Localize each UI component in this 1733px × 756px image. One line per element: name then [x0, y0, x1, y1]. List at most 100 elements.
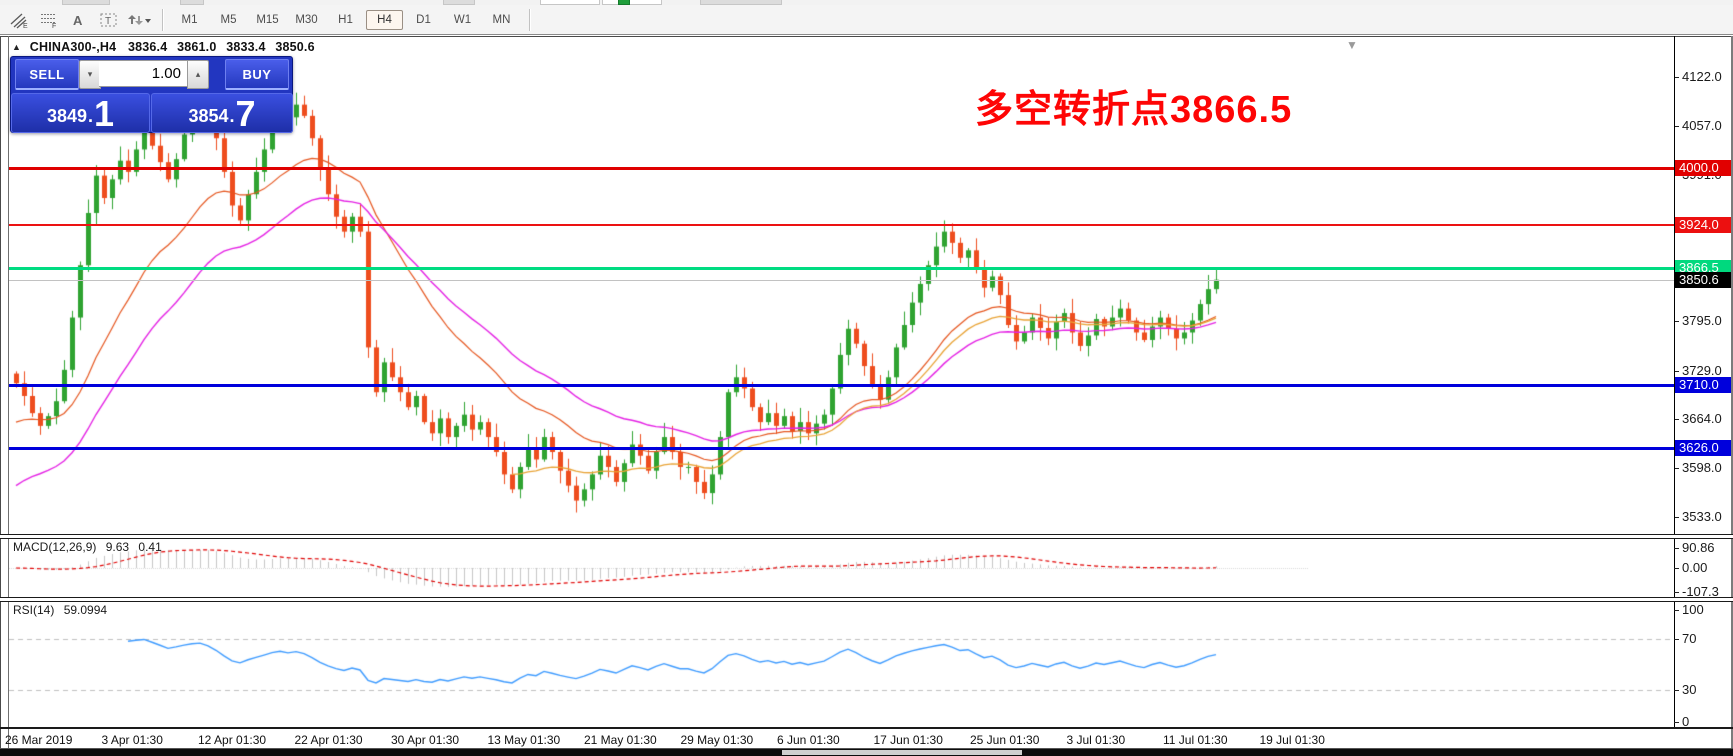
time-axis-label: 11 Jul 01:30 — [1163, 733, 1228, 747]
time-axis-label: 29 May 01:30 — [680, 733, 754, 747]
timeframe-button-h4[interactable]: H4 — [366, 9, 403, 30]
svg-text:A: A — [73, 13, 83, 28]
timeframe-button-w1[interactable]: W1 — [453, 13, 472, 26]
price-tick-label: 3533.0 — [1682, 509, 1722, 524]
rsi-tick-mark — [1674, 610, 1679, 611]
price-tick-mark — [1674, 468, 1679, 470]
symbol-name: CHINA300-,H4 — [29, 40, 117, 54]
rsi-name: RSI(14) — [13, 603, 55, 617]
time-axis-label: 17 Jun 01:30 — [873, 733, 943, 747]
svg-text:T: T — [105, 16, 111, 27]
toolbar-separator — [162, 8, 164, 31]
price-level-badge: 4000.0 — [1675, 160, 1731, 177]
scroll-to-end-icon[interactable]: ▼ — [1346, 38, 1358, 52]
buy-price-main: 3854 — [188, 106, 229, 126]
equidistant-channel-icon[interactable]: E — [5, 8, 33, 32]
macd-indicator-canvas[interactable] — [9, 538, 1674, 597]
level-line-3924 — [9, 223, 1674, 226]
time-axis-label: 26 Mar 2019 — [5, 733, 73, 747]
macd-tick-mark — [1674, 568, 1679, 569]
time-axis-label: 25 Jun 01:30 — [970, 733, 1040, 747]
macd-name: MACD(12,26,9) — [13, 540, 97, 554]
svg-text:E: E — [23, 23, 28, 29]
macd-main-value: 9.63 — [105, 540, 130, 554]
sell-price-main: 3849 — [46, 106, 87, 126]
price-tick-label: 3795.0 — [1682, 313, 1722, 329]
timeframe-button-m30[interactable]: M30 — [295, 13, 318, 26]
text-label-icon[interactable]: A — [65, 8, 93, 32]
sell-price-box[interactable]: 3849. 1 — [11, 93, 150, 133]
macd-tick-mark — [1674, 591, 1679, 593]
price-tick-mark — [1674, 419, 1679, 421]
rsi-scale-label: 0 — [1682, 714, 1690, 729]
time-axis-label: 6 Jun 01:30 — [777, 733, 840, 747]
time-axis-label: 22 Apr 01:30 — [294, 733, 363, 747]
price-tick-mark — [1674, 321, 1679, 323]
buy-price-dot: . — [229, 106, 235, 126]
timeframe-button-m5[interactable]: M5 — [220, 13, 237, 26]
time-axis-label: 21 May 01:30 — [584, 733, 657, 747]
bottom-edge-segment — [782, 750, 1022, 755]
toolbar-remnant-segment — [540, 0, 600, 5]
price-tick-label: 4122.0 — [1682, 69, 1722, 84]
toolbar-remnant-green-icon — [618, 0, 630, 5]
timeframe-button-mn[interactable]: MN — [492, 13, 511, 26]
ohlc-readout: 3836.4 3861.0 3833.4 3850.6 — [128, 40, 321, 54]
price-tick-label: 3664.0 — [1682, 411, 1722, 427]
price-level-badge: 3626.0 — [1675, 439, 1731, 456]
toolbar-remnant-segment — [602, 0, 662, 5]
rsi-indicator-canvas[interactable] — [9, 600, 1674, 727]
level-line-3626 — [9, 446, 1674, 450]
price-tick-label: 3729.0 — [1682, 362, 1722, 378]
open-value: 3836.4 — [127, 40, 168, 54]
price-level-badge: 3850.6 — [1675, 271, 1731, 288]
time-axis-label: 19 Jul 01:30 — [1259, 733, 1325, 747]
rsi-panel-bottom-border — [0, 727, 1733, 729]
sell-price-dot: . — [88, 106, 94, 126]
price-tick-mark — [1674, 77, 1679, 78]
price-level-badge: 3710.0 — [1675, 376, 1731, 393]
time-axis-label: 30 Apr 01:30 — [391, 733, 460, 747]
toolbar-remnant-segment — [443, 0, 475, 5]
timeframe-button-m1[interactable]: M1 — [181, 13, 198, 26]
buy-button[interactable]: BUY — [225, 59, 289, 90]
price-level-badge: 3924.0 — [1675, 216, 1731, 233]
time-axis-label: 12 Apr 01:30 — [198, 733, 267, 747]
macd-label: MACD(12,26,9) 9.63 0.41 — [13, 540, 162, 554]
price-tick-mark — [1674, 125, 1679, 127]
toolbar-separator — [529, 8, 531, 31]
low-value: 3833.4 — [226, 40, 266, 54]
text-box-icon[interactable]: T — [95, 8, 123, 32]
high-value: 3861.0 — [177, 40, 217, 54]
toolbar-remnant-segment — [62, 0, 110, 5]
symbol-header: ▲ CHINA300-,H4 3836.4 3861.0 3833.4 3850… — [12, 40, 321, 54]
sell-price-big-digit: 1 — [94, 93, 115, 134]
timeframe-button-h1[interactable]: H1 — [338, 13, 353, 26]
price-tick-mark — [1674, 370, 1679, 372]
level-line-3710 — [9, 383, 1674, 387]
chart-toolbar: E F A T M1 M5 M15 M30 H1 H4 D1 W1 MN — [0, 5, 1733, 35]
sell-button[interactable]: SELL — [15, 59, 79, 90]
fibonacci-grid-icon[interactable]: F — [35, 8, 63, 32]
buy-price-box[interactable]: 3854. 7 — [151, 93, 293, 133]
macd-signal-value: 0.41 — [138, 540, 162, 554]
volume-input[interactable] — [99, 60, 189, 87]
macd-scale-label: 0.00 — [1682, 560, 1708, 575]
macd-scale-label: -107.3 — [1682, 583, 1719, 599]
arrows-tool-icon[interactable] — [125, 8, 153, 32]
timeframe-button-d1[interactable]: D1 — [416, 13, 431, 26]
volume-increase-button[interactable]: ▴ — [187, 60, 209, 89]
volume-decrease-button[interactable]: ▾ — [79, 60, 101, 89]
toolbar-remnant-segment — [700, 0, 782, 5]
rsi-scale-label: 100 — [1682, 602, 1704, 617]
collapse-triangle-icon[interactable]: ▲ — [12, 42, 22, 52]
timeframe-button-m15[interactable]: M15 — [256, 13, 279, 26]
time-axis-label: 3 Apr 01:30 — [101, 733, 163, 747]
rsi-tick-mark — [1674, 638, 1679, 640]
level-line-3866.5 — [9, 266, 1674, 270]
macd-scale-label: 90.86 — [1682, 540, 1715, 555]
chart-annotation-text[interactable]: 多空转折点3866.5 — [975, 89, 1293, 131]
bottom-edge-strip — [0, 749, 1733, 756]
time-axis-label: 3 Jul 01:30 — [1066, 733, 1126, 747]
